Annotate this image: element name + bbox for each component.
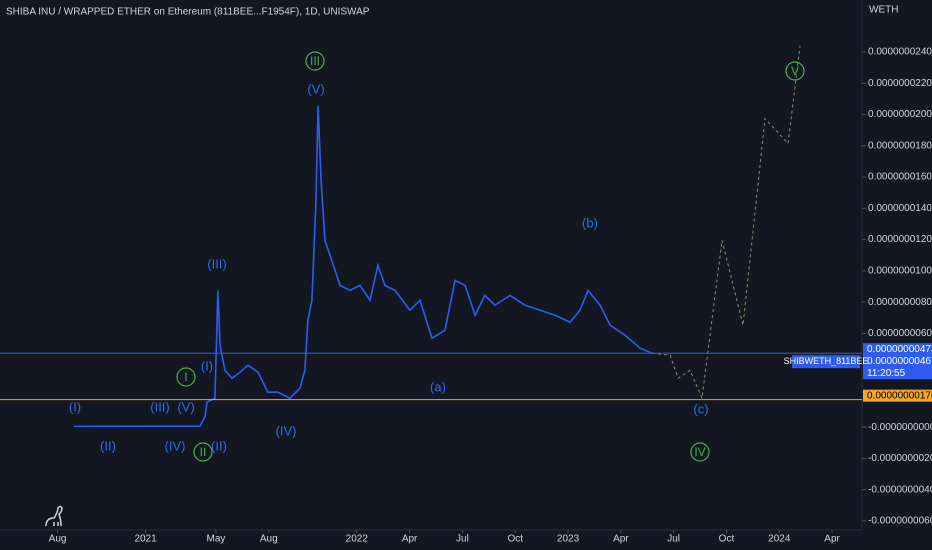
wave-label: (V) (307, 81, 324, 96)
y-tick-label: 0.000000008000 (868, 297, 932, 308)
wave-label: (a) (430, 379, 446, 394)
y-tick-label: 0.000000024000 (868, 47, 932, 58)
price-tag-label: 0.000000004732 (867, 344, 932, 355)
wave-circle (305, 51, 325, 71)
x-tick-label: Aug (260, 534, 278, 545)
wave-label: III (310, 54, 320, 68)
price-tag-label: 0.000000001760 (867, 390, 932, 401)
x-tick-label: 2021 (134, 534, 157, 545)
x-tick-label: Aug (49, 534, 67, 545)
y-tick-label: -0.000000000000 (868, 422, 932, 433)
x-tick-label: Oct (719, 534, 735, 545)
x-tick-label: Jul (667, 534, 680, 545)
y-tick-label: 0.000000012000 (868, 234, 932, 245)
symbol-tag-label: SHIBWETH_811BEE (784, 356, 869, 366)
x-tick-label: 2023 (557, 534, 580, 545)
wave-label: (II) (100, 438, 116, 453)
wave-label: II (200, 445, 207, 459)
wave-label: IV (694, 445, 705, 459)
wave-label: V (791, 64, 799, 78)
x-tick-label: Apr (824, 534, 840, 545)
wave-label: (c) (693, 401, 708, 416)
y-tick-label: 0.000000018000 (868, 140, 932, 151)
wave-label: (IV) (276, 423, 297, 438)
price-line (73, 105, 653, 428)
x-tick-label: Apr (613, 534, 629, 545)
price-tag-label: 0.000000004670 (867, 356, 932, 367)
price-tag (863, 343, 932, 380)
x-tick-label: Apr (402, 534, 418, 545)
wave-circle (193, 442, 213, 462)
wave-label: I (184, 370, 187, 384)
y-tick-label: -0.000000002000 (868, 453, 932, 464)
y-tick-label: -0.000000004000 (868, 484, 932, 495)
wave-circle (690, 442, 710, 462)
wave-circle (176, 367, 196, 387)
y-tick-label: 0.000000006000 (868, 328, 932, 339)
x-tick-label: 2022 (346, 534, 369, 545)
x-tick-label: May (207, 534, 226, 545)
x-tick-label: Jul (456, 534, 469, 545)
wave-label: (V) (177, 399, 194, 414)
wave-label: (I) (201, 358, 213, 373)
symbol-tag (792, 355, 860, 369)
wave-label: (I) (69, 399, 81, 414)
y-tick-label: 0.000000014000 (868, 203, 932, 214)
y-tick-label: 0.000000010000 (868, 266, 932, 277)
y-axis-label: WETH (869, 5, 898, 16)
x-tick-label: 2024 (768, 534, 791, 545)
wave-circle (785, 61, 805, 81)
price-tag-label: 11:20:55 (867, 368, 906, 379)
price-tag (863, 389, 932, 402)
wave-label: (b) (582, 215, 598, 230)
chart-title: SHIBA INU / WRAPPED ETHER on Ethereum (8… (6, 7, 370, 18)
wave-label: (II) (211, 438, 227, 453)
y-tick-label: 0.000000016000 (868, 172, 932, 183)
wave-label: (III) (150, 399, 170, 414)
y-tick-label: 0.000000022000 (868, 78, 932, 89)
price-line (652, 45, 801, 401)
x-tick-label: Oct (507, 534, 523, 545)
wave-label: (IV) (165, 438, 186, 453)
y-tick-label: -0.000000006000 (868, 516, 932, 527)
wave-label: (III) (207, 256, 227, 271)
logo (45, 505, 63, 527)
y-tick-label: 0.000000020000 (868, 109, 932, 120)
